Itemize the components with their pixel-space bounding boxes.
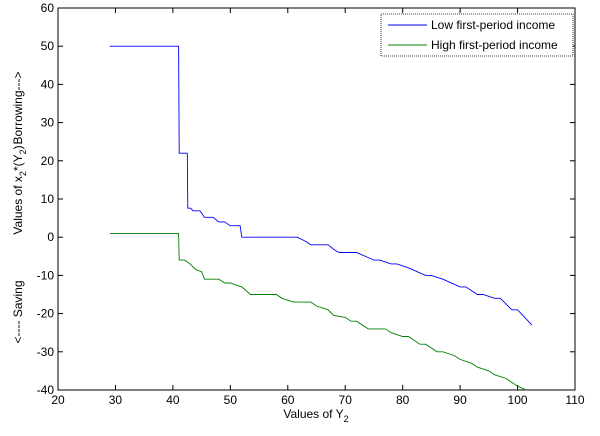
- y-tick-label: -10: [37, 268, 55, 282]
- legend-label-high: High first-period income: [431, 38, 558, 52]
- y-tick-label: 50: [41, 39, 55, 53]
- x-tick-label: 90: [453, 393, 467, 407]
- series-lines: [109, 45, 533, 391]
- x-tick-label: 50: [224, 393, 238, 407]
- y-tick-label: 20: [41, 154, 55, 168]
- plot-area: [57, 7, 576, 391]
- axis-ticks: 20 30 40 50 60 70 80 90 100 110 -40 -30 -20 -10 0 10 20 3…: [37, 1, 585, 407]
- y-tick-label: -40: [37, 383, 55, 397]
- x-tick-label: 40: [166, 393, 180, 407]
- y-tick-label: 10: [41, 192, 55, 206]
- series-line-1: [109, 232, 527, 391]
- legend: Low first-period income High first-perio…: [380, 13, 574, 57]
- y-axis-label-saving: <---- Saving: [11, 280, 25, 343]
- y-tick-label: 0: [47, 230, 54, 244]
- y-tick-label: -20: [37, 307, 55, 321]
- legend-box: [380, 13, 574, 57]
- x-tick-label: 30: [109, 393, 123, 407]
- y-tick-label: 30: [41, 116, 55, 130]
- y-tick-label: 40: [41, 77, 55, 91]
- x-tick-label: 80: [396, 393, 410, 407]
- y-tick-label: -30: [37, 345, 55, 359]
- y-axis-label-values: Values of x2*(Y2): [11, 145, 28, 234]
- x-tick-label: 60: [281, 393, 295, 407]
- y-tick-label: 60: [41, 1, 55, 15]
- x-tick-label: 70: [339, 393, 353, 407]
- x-tick-label: 110: [565, 393, 584, 407]
- legend-label-low: Low first-period income: [431, 18, 555, 32]
- x-tick-label: 100: [508, 393, 528, 407]
- series-line-0: [109, 45, 533, 326]
- x-axis-label: Values of Y2: [283, 407, 348, 424]
- y-axis-label-borrowing: Borrowing--->: [11, 71, 25, 144]
- x-tick-label: 20: [51, 393, 65, 407]
